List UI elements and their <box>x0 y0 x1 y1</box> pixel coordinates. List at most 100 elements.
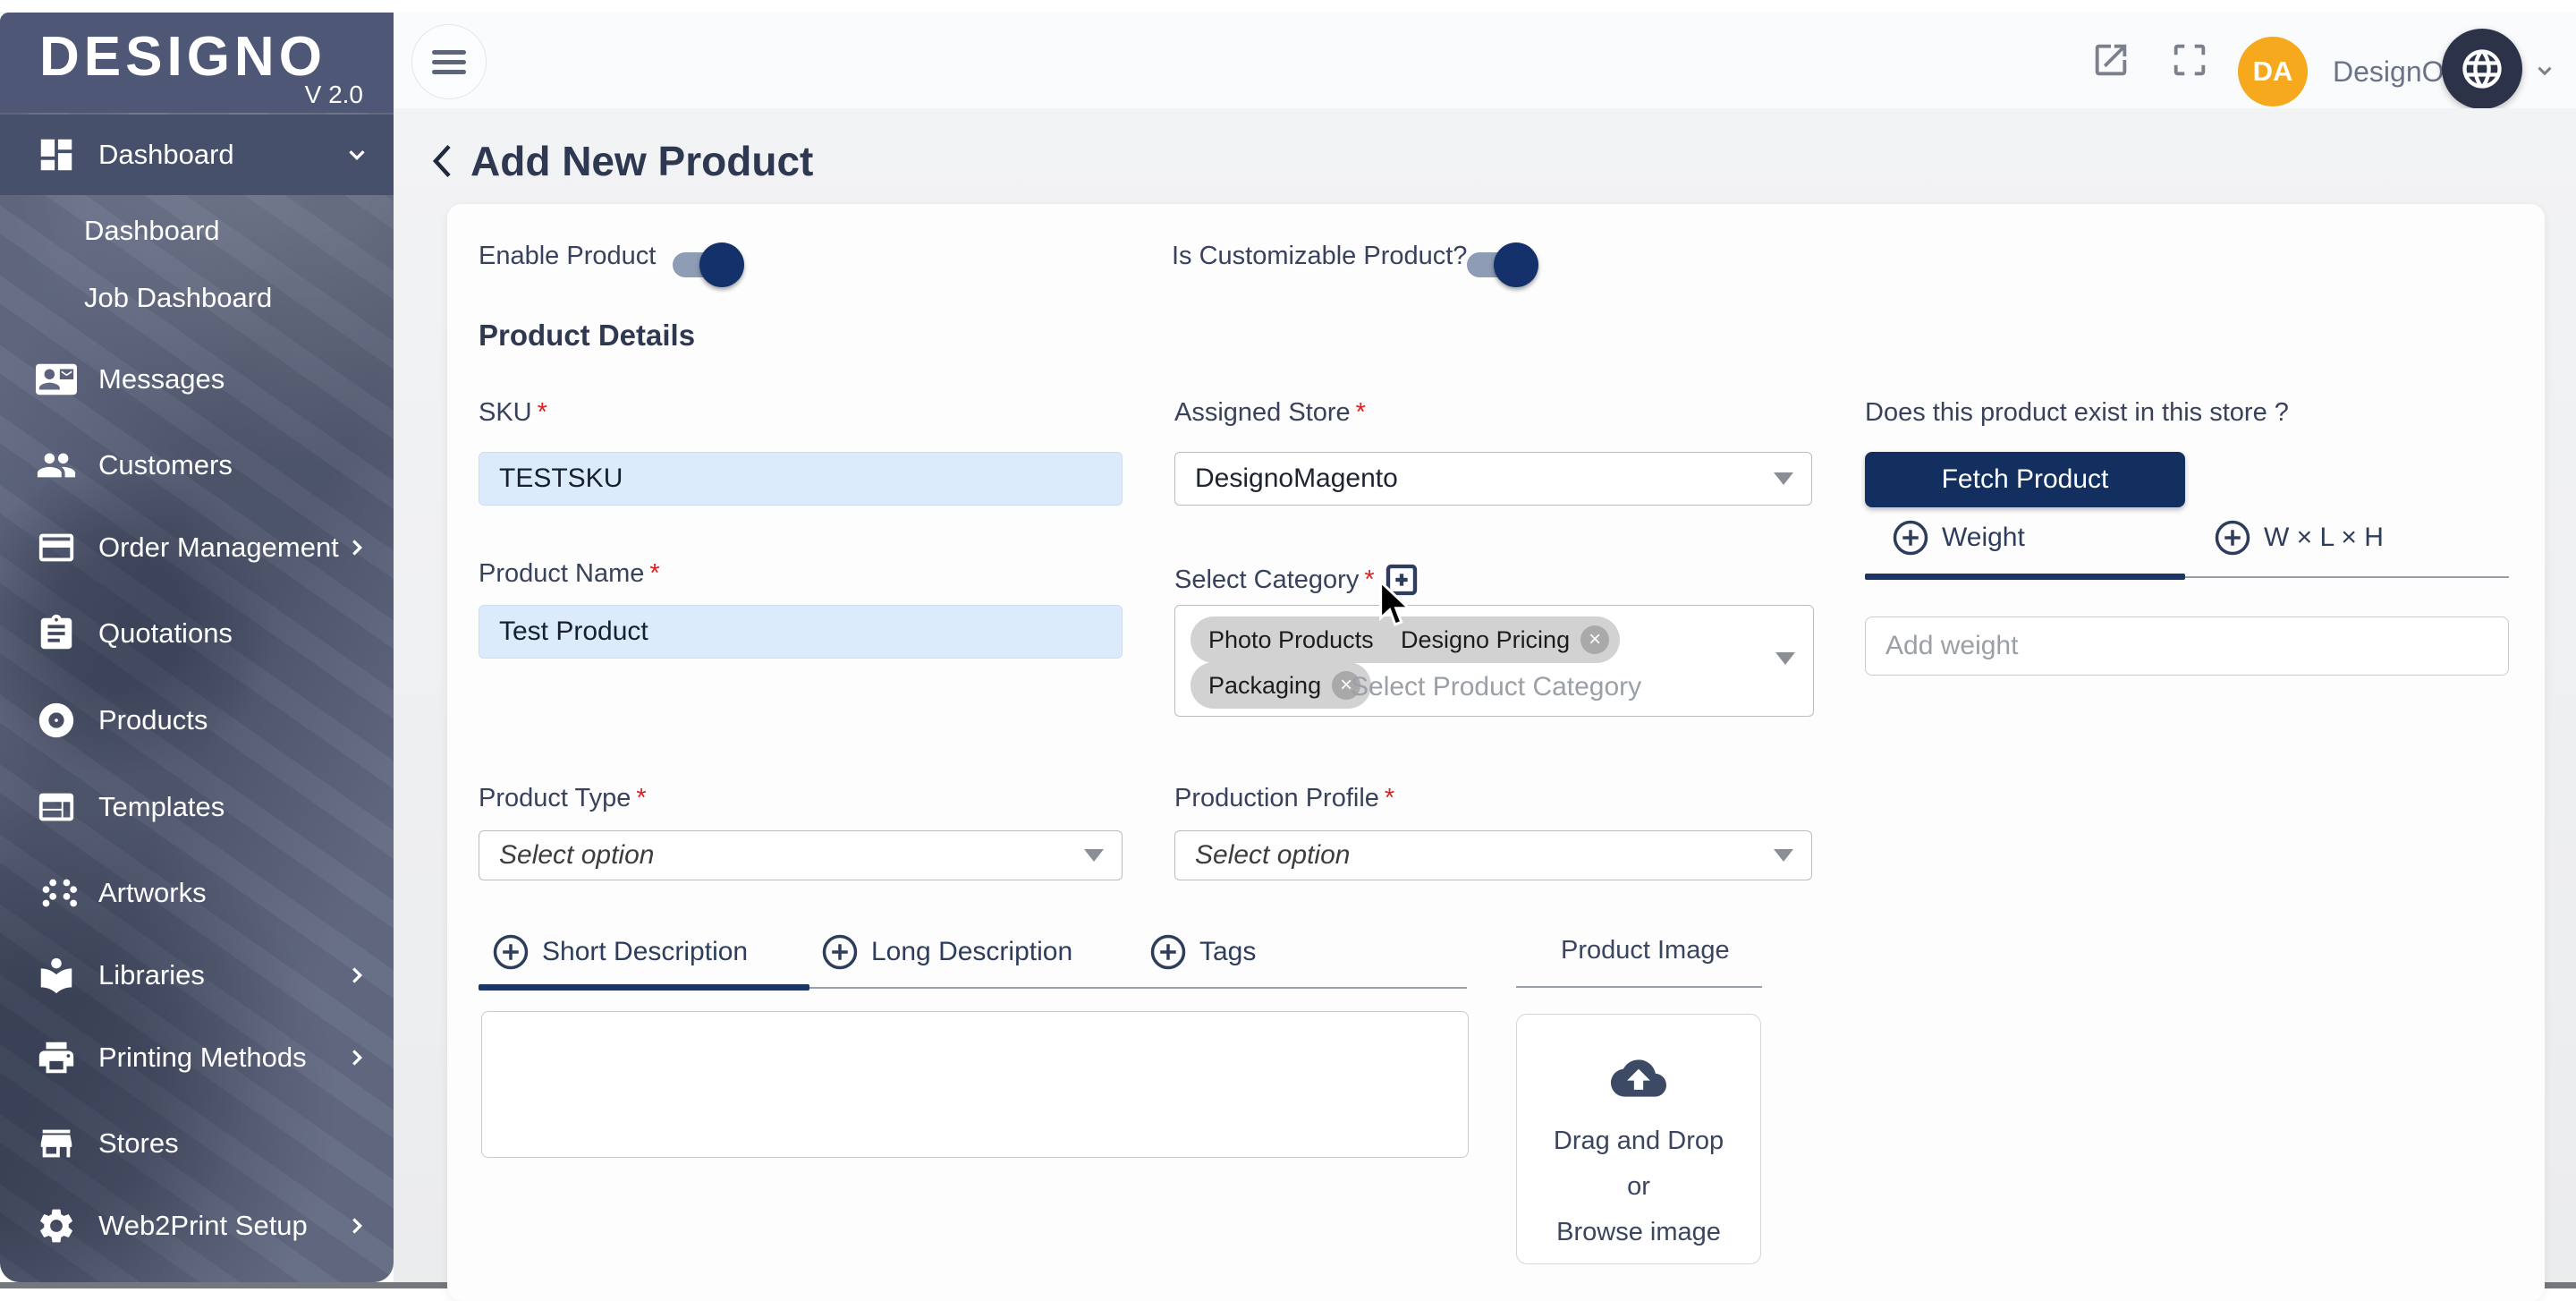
product-image-title: Product Image <box>1561 936 1730 965</box>
production-profile-label: Production Profile * <box>1174 784 1395 812</box>
sidebar-item-dashboard[interactable]: Dashboard <box>0 115 394 195</box>
fullscreen-icon[interactable] <box>2169 39 2210 81</box>
product-form-card: Enable Product Is Customizable Product? … <box>447 204 2545 1301</box>
sidebar-item-label: Job Dashboard <box>84 282 273 313</box>
section-title: Product Details <box>479 319 696 352</box>
tab-dimensions[interactable]: W × L × H <box>2214 519 2384 557</box>
plus-circle-icon <box>493 934 529 970</box>
product-name-input[interactable] <box>479 605 1123 659</box>
category-chip: Packaging × <box>1191 662 1372 709</box>
sidebar-item-templates[interactable]: Templates <box>0 767 394 847</box>
short-description-textarea[interactable] <box>481 1011 1469 1158</box>
plus-circle-icon <box>1893 520 1928 556</box>
sidebar-item-label: Stores <box>98 1127 179 1159</box>
dropzone-line2: or <box>1627 1172 1650 1201</box>
plus-circle-icon <box>2215 520 2250 556</box>
sidebar-item-quotations[interactable]: Quotations <box>0 593 394 674</box>
avatar[interactable]: DA <box>2238 37 2308 106</box>
open-in-new-icon[interactable] <box>2090 39 2131 81</box>
sidebar-item-label: Templates <box>98 791 225 822</box>
dims-tab-underline <box>2185 576 2509 578</box>
sidebar-item-label: Products <box>98 704 208 736</box>
category-placeholder: Select Product Category <box>1351 672 1642 702</box>
language-globe-button[interactable] <box>2442 29 2522 109</box>
cloud-upload-icon <box>1611 1059 1666 1097</box>
customizable-label: Is Customizable Product? <box>1172 242 1468 270</box>
product-name-label: Product Name * <box>479 559 660 588</box>
add-category-icon[interactable] <box>1384 562 1419 598</box>
sidebar-item-label: Customers <box>98 449 233 480</box>
toggle-knob <box>699 242 744 287</box>
hamburger-icon <box>432 45 466 80</box>
category-chip: Designo Pricing × <box>1383 616 1621 663</box>
description-tabs-underline <box>809 987 1467 989</box>
chevron-down-icon <box>343 141 370 168</box>
weight-tab-active-underline <box>1865 574 2185 580</box>
chip-remove-icon[interactable]: × <box>1332 671 1361 700</box>
product-type-select[interactable]: Select option <box>479 830 1123 880</box>
fetch-product-button[interactable]: Fetch Product <box>1865 452 2185 507</box>
sidebar-item-order-management[interactable]: Order Management <box>0 507 394 588</box>
sidebar-item-label: Dashboard <box>84 215 220 246</box>
tab-short-description[interactable]: Short Description <box>492 933 748 971</box>
sidebar-item-label: Dashboard <box>98 139 234 170</box>
tab-long-description[interactable]: Long Description <box>821 933 1072 971</box>
sidebar-item-label: Web2Print Setup <box>98 1210 308 1241</box>
window-top-strip <box>0 0 2576 13</box>
sidebar-item-label: Messages <box>98 363 225 395</box>
page-title-row: Add New Product <box>428 137 813 185</box>
caret-down-icon <box>1774 472 1793 485</box>
sidebar-item-artworks[interactable]: Artworks <box>0 853 394 933</box>
customizable-toggle[interactable] <box>1467 242 1538 287</box>
weight-input[interactable] <box>1865 616 2509 676</box>
chevron-down-icon[interactable] <box>2533 59 2556 82</box>
chevron-right-icon <box>343 534 370 561</box>
dropzone-line3: Browse image <box>1556 1218 1721 1246</box>
product-image-underline <box>1516 986 1762 988</box>
production-profile-select[interactable]: Select option <box>1174 830 1812 880</box>
enable-product-label: Enable Product <box>479 242 657 270</box>
sidebar-item-label: Order Management <box>98 531 339 563</box>
sidebar-item-messages[interactable]: Messages <box>0 339 394 420</box>
sidebar-item-printing-methods[interactable]: Printing Methods <box>0 1017 394 1098</box>
tab-tags[interactable]: Tags <box>1149 933 1256 971</box>
main-content: Add New Product Enable Product Is Custom… <box>394 108 2576 1301</box>
dashboard-icon <box>36 134 77 175</box>
sidebar-item-web2print-setup[interactable]: Web2Print Setup <box>0 1186 394 1266</box>
page-title: Add New Product <box>470 138 814 184</box>
sidebar-item-libraries[interactable]: Libraries <box>0 935 394 1016</box>
globe-icon <box>2462 49 2502 89</box>
category-multiselect[interactable]: Photo Products × Designo Pricing × Packa… <box>1174 605 1814 717</box>
printer-icon <box>36 1037 77 1078</box>
sidebar-item-stores[interactable]: Stores <box>0 1103 394 1184</box>
back-chevron-icon[interactable] <box>428 140 460 182</box>
sidebar-item-customers[interactable]: Customers <box>0 425 394 506</box>
dropzone-line1: Drag and Drop <box>1553 1127 1724 1155</box>
sidebar-item-products[interactable]: Products <box>0 680 394 761</box>
assigned-store-select[interactable]: DesignoMagento <box>1174 452 1812 506</box>
sidebar-item-job-dashboard[interactable]: Job Dashboard <box>0 258 394 338</box>
chevron-right-icon <box>343 962 370 989</box>
assigned-store-label: Assigned Store * <box>1174 398 1366 427</box>
clipboard-icon <box>36 613 77 654</box>
contact-mail-icon <box>36 359 77 400</box>
sku-label: SKU * <box>479 398 547 427</box>
sidebar-item-dashboard-sub[interactable]: Dashboard <box>0 191 394 271</box>
app-version: V 2.0 <box>304 81 363 108</box>
app-logo: DESIGNO <box>39 26 326 88</box>
sidebar-item-label: Printing Methods <box>98 1042 307 1073</box>
chip-remove-icon[interactable]: × <box>1580 625 1610 654</box>
caret-down-icon <box>1084 849 1104 862</box>
product-image-dropzone[interactable]: Drag and Drop or Browse image <box>1516 1014 1761 1264</box>
assigned-store-value: DesignoMagento <box>1195 463 1398 493</box>
enable-product-toggle[interactable] <box>673 242 744 287</box>
storefront-icon <box>36 1123 77 1164</box>
tab-weight[interactable]: Weight <box>1892 519 2025 557</box>
product-type-label: Product Type * <box>479 784 647 812</box>
chevron-right-icon <box>343 1212 370 1239</box>
sku-input[interactable] <box>479 452 1123 506</box>
plus-circle-icon <box>1150 934 1186 970</box>
layout-icon <box>36 787 77 828</box>
short-description-active-underline <box>479 984 809 991</box>
hamburger-menu-button[interactable] <box>411 24 487 99</box>
